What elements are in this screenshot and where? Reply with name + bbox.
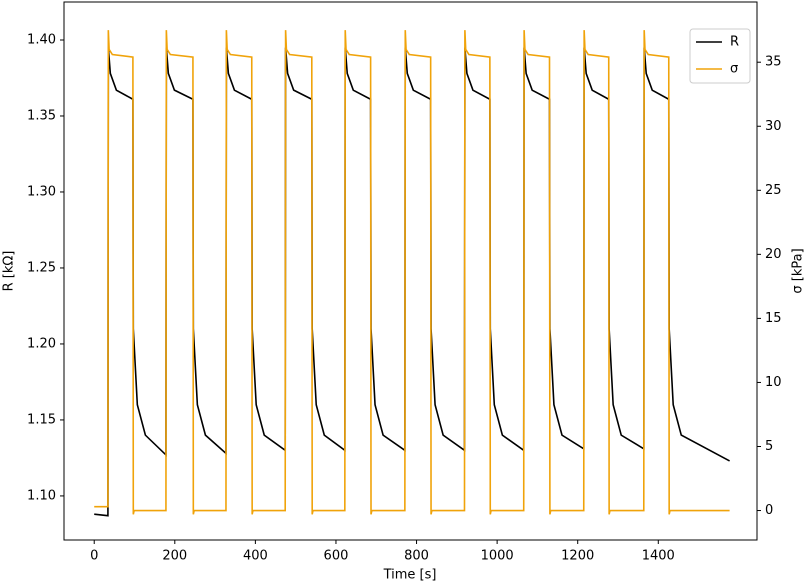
y2-tick-label: 25 bbox=[765, 183, 782, 198]
x-tick-label: 1000 bbox=[481, 549, 514, 564]
y2-tick-label: 0 bbox=[765, 503, 773, 518]
legend-label: R bbox=[730, 35, 739, 50]
y2-tick-label: 10 bbox=[765, 375, 782, 390]
x-axis-label: Time [s] bbox=[383, 568, 437, 583]
legend-label: σ bbox=[730, 62, 738, 77]
y2-tick-label: 15 bbox=[765, 311, 782, 326]
y-tick-label: 1.20 bbox=[27, 336, 56, 351]
y2-tick-label: 5 bbox=[765, 439, 773, 454]
y-tick-label: 1.30 bbox=[27, 184, 56, 199]
x-tick-label: 200 bbox=[162, 549, 187, 564]
y-axis-label: R [kΩ] bbox=[2, 251, 17, 292]
plot-frame bbox=[63, 1, 758, 541]
y2-tick-label: 20 bbox=[765, 247, 782, 262]
x-tick-label: 0 bbox=[90, 549, 98, 564]
y-tick-label: 1.10 bbox=[27, 488, 56, 503]
y2-tick-label: 30 bbox=[765, 119, 782, 134]
x-tick-label: 400 bbox=[243, 549, 268, 564]
y-tick-label: 1.40 bbox=[27, 32, 56, 47]
y-tick-label: 1.15 bbox=[27, 412, 56, 427]
x-tick-label: 800 bbox=[404, 549, 429, 564]
y2-axis-label: σ [kPa] bbox=[791, 248, 806, 293]
x-tick-label: 1200 bbox=[561, 549, 594, 564]
series-line bbox=[94, 30, 730, 515]
series-line bbox=[94, 47, 730, 517]
legend-box bbox=[689, 28, 751, 84]
y-tick-label: 1.35 bbox=[27, 108, 56, 123]
x-tick-label: 600 bbox=[324, 549, 349, 564]
x-tick-label: 1400 bbox=[642, 549, 675, 564]
y-tick-label: 1.25 bbox=[27, 260, 56, 275]
y2-tick-label: 35 bbox=[765, 55, 782, 70]
